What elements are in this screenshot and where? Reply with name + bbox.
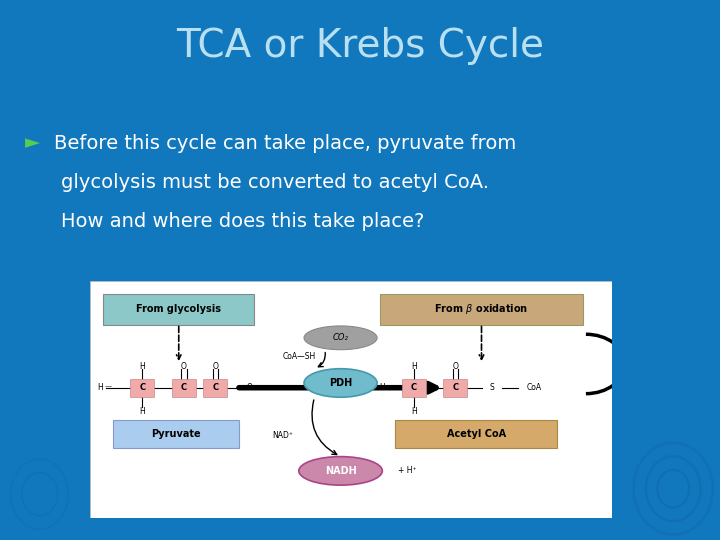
FancyBboxPatch shape	[444, 379, 467, 397]
Text: NAD⁺: NAD⁺	[273, 431, 294, 440]
FancyBboxPatch shape	[379, 294, 583, 325]
Text: H: H	[140, 407, 145, 416]
Text: + H⁺: + H⁺	[398, 467, 417, 475]
FancyBboxPatch shape	[114, 420, 239, 448]
FancyBboxPatch shape	[90, 281, 612, 518]
Text: C: C	[181, 383, 187, 392]
FancyBboxPatch shape	[130, 379, 154, 397]
Text: O: O	[212, 362, 218, 371]
Text: CoA—SH: CoA—SH	[282, 352, 315, 361]
Text: TCA or Krebs Cycle: TCA or Krebs Cycle	[176, 27, 544, 65]
Text: Acetyl CoA: Acetyl CoA	[446, 429, 506, 439]
Text: PDH: PDH	[329, 378, 352, 388]
Text: CoA: CoA	[526, 383, 541, 392]
Ellipse shape	[304, 326, 377, 350]
Text: —: —	[105, 383, 112, 389]
Text: H: H	[411, 407, 416, 416]
Text: Pyruvate: Pyruvate	[151, 429, 201, 439]
Text: H: H	[140, 362, 145, 371]
Text: NADH: NADH	[325, 466, 356, 476]
FancyBboxPatch shape	[203, 379, 228, 397]
Text: C: C	[212, 383, 218, 392]
FancyBboxPatch shape	[402, 379, 426, 397]
Text: S: S	[490, 383, 495, 392]
Text: C: C	[452, 383, 459, 392]
Text: From glycolysis: From glycolysis	[136, 305, 221, 314]
Text: O: O	[246, 383, 252, 392]
Text: C: C	[410, 383, 417, 392]
Text: glycolysis must be converted to acetyl CoA.: glycolysis must be converted to acetyl C…	[61, 173, 489, 192]
Ellipse shape	[304, 369, 377, 397]
Text: Before this cycle can take place, pyruvate from: Before this cycle can take place, pyruva…	[54, 133, 516, 153]
FancyBboxPatch shape	[395, 420, 557, 448]
Text: O: O	[452, 362, 459, 371]
Text: H: H	[97, 383, 103, 392]
Text: How and where does this take place?: How and where does this take place?	[61, 212, 425, 232]
Text: ►: ►	[25, 133, 40, 153]
FancyBboxPatch shape	[172, 379, 196, 397]
Text: O: O	[181, 362, 187, 371]
Text: C: C	[139, 383, 145, 392]
FancyBboxPatch shape	[103, 294, 254, 325]
Text: From $\beta$ oxidation: From $\beta$ oxidation	[434, 302, 528, 316]
Ellipse shape	[299, 457, 382, 485]
Text: CO₂: CO₂	[333, 333, 348, 342]
Text: H: H	[379, 383, 385, 392]
Text: H: H	[411, 362, 416, 371]
